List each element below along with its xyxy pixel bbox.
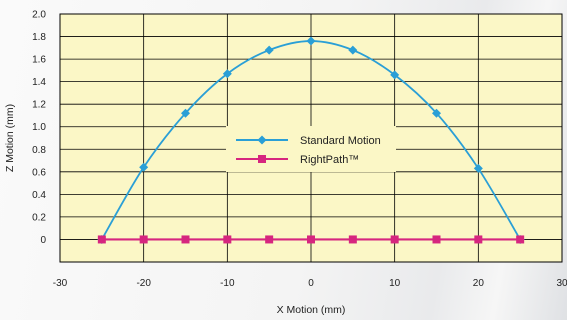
y-tick-label: 1.6 <box>32 55 46 66</box>
x-axis-title: X Motion (mm) <box>277 304 346 316</box>
data-point <box>140 235 148 243</box>
data-point <box>474 235 482 243</box>
x-tick-label: 0 <box>308 278 314 289</box>
y-tick-label: 1.4 <box>32 77 46 88</box>
legend: Standard Motion RightPath™ <box>226 126 396 172</box>
y-tick-label: 0.4 <box>32 190 46 201</box>
legend-marker <box>258 155 266 163</box>
data-point <box>391 235 399 243</box>
data-point <box>182 235 190 243</box>
data-point <box>516 235 524 243</box>
y-axis-title: Z Motion (mm) <box>4 104 16 172</box>
legend-label: RightPath™ <box>300 154 359 166</box>
data-point <box>98 235 106 243</box>
y-tick-label: 0.8 <box>32 145 46 156</box>
x-tick-label: -20 <box>136 278 151 289</box>
x-tick-label: 30 <box>556 278 567 289</box>
y-tick-label: 0 <box>40 235 46 246</box>
data-point <box>433 235 441 243</box>
y-axis-ticks: 0 0.2 0.4 0.6 0.8 1.0 1.2 1.4 1.6 1.8 2.0 <box>32 10 46 246</box>
y-tick-label: 2.0 <box>32 10 46 21</box>
data-point <box>349 235 357 243</box>
x-axis-ticks: -30 -20 -10 0 10 20 30 <box>53 278 567 289</box>
data-point <box>223 235 231 243</box>
x-tick-label: -30 <box>53 278 68 289</box>
y-tick-label: 1.8 <box>32 32 46 43</box>
x-tick-label: 10 <box>389 278 401 289</box>
y-tick-label: 1.0 <box>32 122 46 133</box>
y-tick-label: 0.6 <box>32 167 46 178</box>
y-tick-label: 1.2 <box>32 100 46 111</box>
x-tick-label: 20 <box>473 278 485 289</box>
data-point <box>307 235 315 243</box>
legend-label: Standard Motion <box>300 135 381 147</box>
data-point <box>265 235 273 243</box>
y-tick-label: 0.2 <box>32 212 46 223</box>
x-tick-label: -10 <box>220 278 235 289</box>
